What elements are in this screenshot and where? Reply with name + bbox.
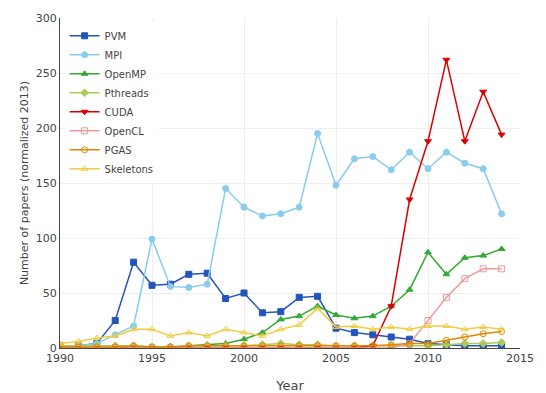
- svg-text:250: 250: [36, 67, 57, 80]
- svg-text:300: 300: [36, 12, 57, 25]
- svg-text:Year: Year: [275, 378, 304, 393]
- svg-text:100: 100: [36, 232, 57, 245]
- svg-text:2010: 2010: [414, 352, 442, 365]
- svg-text:150: 150: [36, 177, 57, 190]
- svg-text:OpenCL: OpenCL: [105, 126, 145, 137]
- svg-text:0: 0: [50, 342, 57, 355]
- svg-text:CUDA: CUDA: [105, 107, 134, 118]
- svg-text:Pthreads: Pthreads: [105, 88, 149, 99]
- svg-text:2005: 2005: [322, 352, 350, 365]
- svg-text:OpenMP: OpenMP: [105, 69, 146, 80]
- svg-text:MPI: MPI: [105, 50, 123, 61]
- svg-text:1990: 1990: [46, 352, 74, 365]
- svg-text:2015: 2015: [506, 352, 534, 365]
- svg-text:1995: 1995: [138, 352, 166, 365]
- svg-text:2000: 2000: [230, 352, 258, 365]
- svg-text:200: 200: [36, 122, 57, 135]
- svg-text:Skeletons: Skeletons: [105, 164, 153, 175]
- svg-text:50: 50: [43, 287, 57, 300]
- svg-text:PGAS: PGAS: [105, 145, 132, 156]
- svg-text:Number of papers (normalized 2: Number of papers (normalized 2013): [18, 81, 31, 285]
- svg-text:PVM: PVM: [105, 31, 127, 42]
